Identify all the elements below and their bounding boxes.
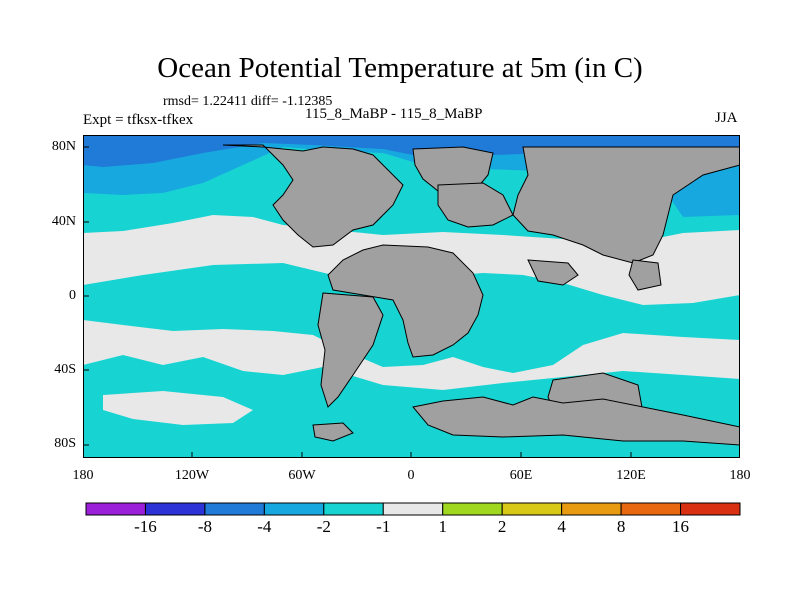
lat-label-80s: 80S: [54, 436, 76, 451]
lon-label-0: 0: [407, 468, 415, 483]
colorbar-label: -1: [376, 517, 391, 536]
colorbar-label: -2: [316, 517, 331, 536]
colorbar-cell: [204, 502, 265, 516]
season-label: JJA: [715, 110, 738, 126]
colorbar-cell: [382, 502, 444, 516]
colorbar-cell: [501, 502, 563, 516]
stats-label: rmsd= 1.22411 diff= -1.12385: [163, 94, 333, 109]
colorbar-label: 16: [672, 517, 690, 536]
colorbar-cell: [442, 502, 503, 516]
lon-label-180w: 180: [72, 468, 94, 483]
south-pacific-neutral-patch: [103, 391, 253, 425]
antarctic-island-landmass: [312, 422, 354, 442]
colorbar-label: -16: [134, 517, 157, 536]
colorbar-label: -8: [197, 517, 212, 536]
lon-label-120e: 120E: [616, 468, 646, 483]
colorbar-label: 1: [438, 517, 447, 536]
africa-landmass: [327, 244, 484, 358]
colorbar-cell: [263, 502, 325, 516]
north-america-landmass: [222, 144, 404, 248]
experiment-label: Expt = tfksx-tfkex: [83, 112, 194, 128]
colorbar-label: 2: [497, 517, 507, 536]
colorbar-cell: [85, 502, 146, 516]
temperature-map: [83, 135, 740, 458]
south-america-landmass: [317, 292, 384, 408]
colorbar-label: 4: [557, 517, 566, 536]
arctic-coldest-band: [83, 135, 740, 167]
europe-landmass: [437, 182, 514, 228]
colorbar-label: -4: [257, 517, 272, 536]
lat-label-0: 0: [69, 288, 76, 303]
colorbar-cell: [144, 502, 206, 516]
lon-label-120w: 120W: [174, 468, 210, 483]
lat-label-80n: 80N: [51, 139, 76, 154]
eurasia-landmass: [512, 146, 740, 264]
lon-label-180e: 180: [729, 468, 751, 483]
lon-label-60w: 60W: [288, 468, 316, 483]
colorbar-cell: [620, 502, 682, 516]
antarctica-landmass: [412, 396, 740, 446]
colorbar-cell: [561, 502, 622, 516]
lat-label-40n: 40N: [51, 214, 76, 229]
lon-label-60e: 60E: [509, 468, 533, 483]
lat-label-40s: 40S: [54, 362, 76, 377]
asia-island-landmass: [527, 259, 579, 286]
colorbar-label: 8: [616, 517, 626, 536]
chart-title: Ocean Potential Temperature at 5m (in C): [157, 52, 643, 84]
pacific-island-landmass: [628, 259, 662, 291]
colorbar: [85, 502, 741, 516]
colorbar-cell: [680, 502, 741, 516]
colorbar-cell: [323, 502, 384, 516]
subtitle-label: 115_8_MaBP - 115_8_MaBP: [305, 106, 483, 122]
